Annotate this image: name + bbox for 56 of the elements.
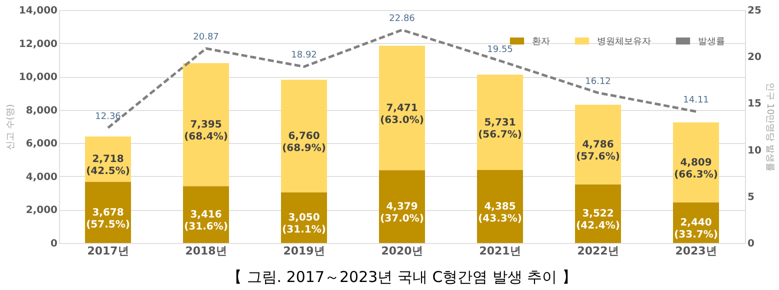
data-label: 4,809 (66.3%) (674, 157, 718, 180)
legend-label: 발생률 (698, 37, 725, 47)
y2-tick-label: 0 (748, 238, 754, 250)
data-label: 2,718 (42.5%) (86, 154, 130, 178)
y-tick-label: 6,000 (26, 138, 58, 150)
x-tick-label: 2023년 (675, 244, 717, 258)
y-tick-label: 10,000 (18, 72, 58, 84)
data-label: 19.55 (487, 44, 513, 55)
y-tick-label: 12,000 (18, 38, 58, 50)
bar (477, 170, 523, 243)
data-label: 4,385 (43.3%) (478, 202, 522, 225)
y-tick-label: 8,000 (26, 105, 58, 116)
bar (379, 46, 425, 170)
data-label: 6,760 (68.9%) (282, 130, 326, 154)
data-label: 7,471 (63.0%) (380, 102, 424, 126)
y2-tick-label: 20 (748, 52, 762, 64)
data-label: 3,678 (57.5%) (86, 207, 130, 230)
data-label: 22.86 (389, 14, 416, 24)
data-label: 4,379 (37.0%) (380, 202, 424, 225)
bar (281, 80, 327, 192)
x-tick-label: 2020년 (381, 244, 423, 258)
data-label: 20.87 (193, 32, 219, 42)
legend-label: 환자 (532, 37, 550, 47)
data-label: 3,050 (31.1%) (282, 212, 326, 236)
x-tick-label: 2019년 (283, 244, 325, 258)
data-label: 16.12 (585, 76, 611, 87)
y2-tick-label: 10 (748, 145, 762, 156)
x-tick-label: 2022년 (577, 244, 619, 258)
bar (673, 122, 719, 202)
data-label: 12.36 (95, 112, 122, 122)
bar (575, 104, 621, 184)
y2-tick-label: 25 (748, 6, 762, 16)
data-label: 3,416 (31.6%) (184, 210, 228, 233)
y-tick-label: 4,000 (26, 172, 58, 183)
y2-tick-label: 15 (748, 98, 762, 110)
x-tick-label: 2018년 (185, 244, 227, 258)
y-axis-title: 신고 수(명) (6, 104, 16, 150)
bar (379, 170, 425, 243)
y2-tick-label: 5 (748, 192, 754, 203)
data-label: 2,440 (33.7%) (674, 218, 718, 241)
bar (477, 74, 523, 170)
y-tick-label: 2,000 (26, 205, 58, 216)
y-tick-label: 14,000 (18, 6, 58, 16)
data-label: 5,731 (56.7%) (478, 117, 522, 140)
data-label: 3,522 (42.4%) (576, 208, 620, 232)
x-tick-label: 2017년 (87, 244, 129, 258)
x-tick-label: 2021년 (479, 244, 521, 258)
y2-axis-title: 인구 10만명당 발생률 (764, 82, 774, 172)
data-label: 7,395 (68.4%) (184, 120, 228, 143)
bar (183, 63, 229, 186)
data-label: 18.92 (291, 50, 317, 61)
text: 【 그림. 2017～2023년 국내 C형간염 발생 추이 】 (227, 268, 577, 286)
y-tick-label: 0 (50, 238, 58, 250)
data-label: 14.11 (683, 95, 709, 106)
legend-label: 병원체보유자 (597, 37, 651, 47)
data-label: 4,786 (57.6%) (576, 140, 620, 163)
